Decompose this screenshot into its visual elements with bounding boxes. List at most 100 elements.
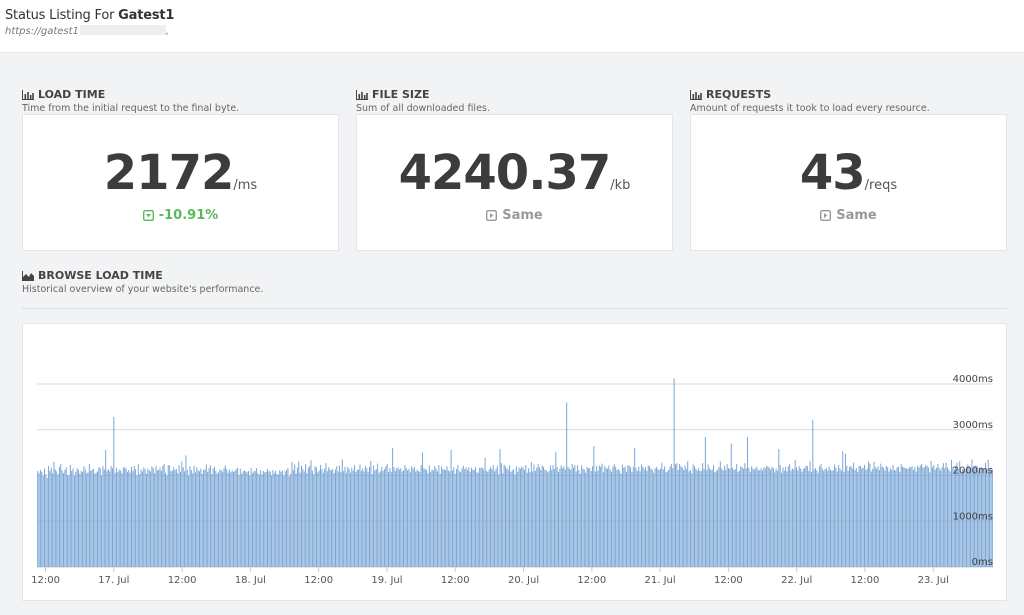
chart-bar[interactable] [797,470,799,567]
chart-bar[interactable] [982,468,984,567]
chart-bar[interactable] [269,471,271,567]
chart-bar[interactable] [628,465,630,567]
chart-bar[interactable] [600,466,602,567]
chart-bar[interactable] [844,453,846,567]
chart-bar[interactable] [827,470,829,567]
chart-bar[interactable] [643,469,645,567]
chart-bar[interactable] [114,472,116,567]
chart-bar[interactable] [504,466,506,567]
chart-bar[interactable] [363,471,365,567]
chart-bar[interactable] [95,472,97,567]
chart-bar[interactable] [48,465,50,567]
chart-bar[interactable] [787,466,789,567]
chart-bar[interactable] [563,466,565,567]
chart-bar[interactable] [846,465,848,567]
chart-bar[interactable] [616,470,618,567]
chart-bar[interactable] [358,469,360,567]
chart-bar[interactable] [301,465,302,567]
chart-bar[interactable] [322,472,324,567]
chart-bar[interactable] [631,471,633,567]
chart-bar[interactable] [876,468,878,567]
chart-bar[interactable] [751,466,753,567]
chart-bar[interactable] [627,465,629,567]
chart-bar[interactable] [193,465,195,567]
chart-bar[interactable] [869,463,871,567]
chart-bar[interactable] [90,470,92,567]
chart-bar[interactable] [41,471,43,567]
chart-bar[interactable] [290,473,292,567]
chart-bar[interactable] [339,465,341,567]
chart-bar[interactable] [388,471,390,567]
chart-bar[interactable] [56,471,58,567]
chart-bar[interactable] [861,468,863,567]
chart-bar[interactable] [813,469,815,567]
chart-bar[interactable] [632,466,634,567]
chart-bar[interactable] [204,469,206,567]
chart-bar[interactable] [356,470,358,567]
chart-bar[interactable] [38,473,40,567]
chart-bar[interactable] [647,465,649,567]
chart-bar[interactable] [798,466,800,567]
chart-bar[interactable] [606,468,608,567]
chart-bar[interactable] [791,468,793,567]
chart-bar[interactable] [99,468,101,567]
chart-bar[interactable] [624,466,626,567]
chart-bar[interactable] [252,473,254,567]
chart-bar[interactable] [328,467,330,567]
chart-bar[interactable] [306,473,308,567]
chart-bar[interactable] [634,448,636,567]
chart-bar[interactable] [821,468,823,567]
chart-bar[interactable] [224,465,226,567]
chart-bar[interactable] [699,470,701,567]
chart-bar[interactable] [121,473,123,567]
chart-bar[interactable] [258,474,260,567]
chart-bar[interactable] [816,470,818,567]
chart-bar[interactable] [729,468,731,567]
chart-bar[interactable] [781,472,783,567]
chart-bar[interactable] [367,471,369,567]
chart-bar[interactable] [760,468,762,567]
chart-bar[interactable] [617,469,619,567]
chart-bar[interactable] [942,463,944,567]
chart-bar[interactable] [639,471,641,567]
load-time-chart[interactable]: 0ms 1000ms 2000ms 3000ms 4000ms 12:00 17. Jul 1… [22,323,1007,601]
chart-bar[interactable] [689,470,691,567]
chart-bar[interactable] [759,470,761,567]
chart-bar[interactable] [509,465,511,567]
chart-bar[interactable] [770,469,772,567]
chart-bar[interactable] [558,471,560,567]
chart-bar[interactable] [178,464,180,567]
chart-bar[interactable] [796,467,797,567]
chart-bar[interactable] [669,466,671,567]
chart-bar[interactable] [763,467,765,567]
chart-bar[interactable] [895,470,897,567]
chart-bar[interactable] [412,468,414,567]
chart-bar[interactable] [783,470,785,567]
chart-bar[interactable] [351,467,353,567]
chart-bar[interactable] [926,465,928,567]
chart-bar[interactable] [182,467,184,567]
chart-bar[interactable] [92,469,94,567]
chart-bar[interactable] [521,466,523,567]
chart-bar[interactable] [408,469,410,567]
chart-bar[interactable] [341,459,343,567]
chart-bar[interactable] [436,471,438,567]
chart-bar[interactable] [494,471,496,567]
chart-bar[interactable] [389,468,391,567]
chart-bar[interactable] [128,470,130,567]
chart-bar[interactable] [169,465,171,567]
chart-bar[interactable] [80,470,82,567]
chart-bar[interactable] [347,466,349,567]
chart-bar[interactable] [310,460,312,567]
chart-bar[interactable] [54,469,56,567]
chart-bar[interactable] [824,469,826,567]
chart-bar[interactable] [495,469,497,567]
chart-bar[interactable] [574,464,576,567]
chart-bar[interactable] [800,468,802,567]
chart-bar[interactable] [443,469,445,567]
chart-bar[interactable] [160,470,162,567]
chart-bar[interactable] [592,466,594,567]
chart-bar[interactable] [276,474,278,567]
chart-bar[interactable] [794,459,796,567]
chart-bar[interactable] [105,449,107,567]
